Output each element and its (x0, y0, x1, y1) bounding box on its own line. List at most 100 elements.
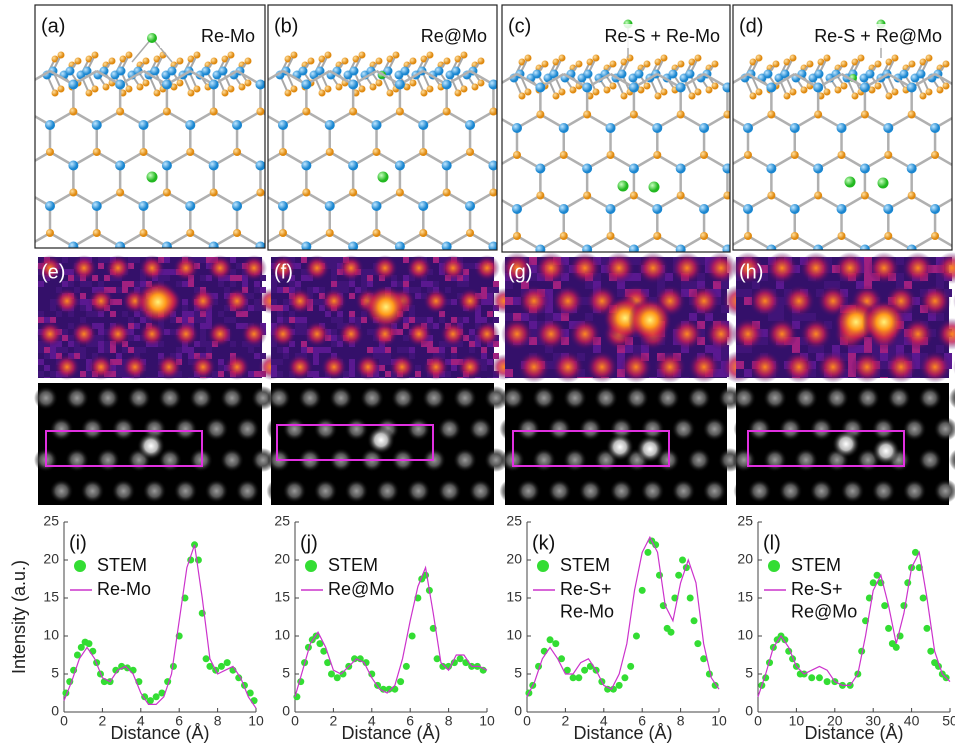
spot (54, 354, 80, 380)
noise-pixel (349, 371, 355, 377)
noise-pixel (218, 359, 224, 365)
noise-pixel (98, 263, 104, 269)
atom-s (884, 232, 892, 240)
spot (96, 448, 120, 472)
stem-point (89, 648, 96, 655)
spot (65, 448, 89, 472)
noise-pixel (463, 281, 469, 287)
bright-spot (862, 300, 906, 344)
atom-mo (209, 80, 219, 90)
atom-mo (22, 161, 32, 171)
spot (603, 252, 635, 284)
y-tick-label: 15 (274, 589, 290, 605)
noise-pixel (104, 347, 110, 353)
noise-pixel (122, 281, 128, 287)
atom-mo (45, 201, 55, 211)
noise-pixel (469, 335, 475, 341)
noise-pixel (427, 347, 433, 353)
spot (672, 417, 696, 441)
noise-pixel (218, 311, 224, 317)
spot (241, 255, 267, 281)
legend-marker (768, 560, 780, 572)
atom-s (756, 55, 763, 62)
noise-pixel (379, 347, 385, 353)
stem-image: (e) (37, 255, 284, 380)
noise-pixel (236, 323, 242, 329)
atom-s (163, 189, 171, 197)
atom-mo (301, 80, 311, 90)
simulated-image (501, 383, 758, 505)
noise-pixel (307, 347, 313, 353)
y-axis-label: Intensity (a.u.) (9, 560, 29, 674)
spot (532, 386, 556, 410)
stem-point (675, 572, 682, 579)
spot (834, 252, 866, 284)
spot (548, 417, 572, 441)
chart-label: (k) (532, 532, 555, 554)
noise-pixel (283, 353, 289, 359)
atom-s (790, 89, 797, 96)
atom-s (604, 87, 611, 94)
stem-point (927, 648, 934, 655)
y-tick-label: 15 (506, 589, 522, 605)
noise-pixel (200, 323, 206, 329)
stem-point (679, 557, 686, 564)
noise-pixel (230, 341, 236, 347)
atom-mo (535, 164, 545, 174)
x-tick-label: 2 (562, 713, 570, 729)
noise-pixel (98, 323, 104, 329)
atom-s (560, 232, 568, 240)
atom-s (875, 61, 882, 68)
spot (205, 479, 229, 503)
spot (338, 255, 364, 281)
noise-pixel (313, 359, 319, 365)
noise-pixel (505, 377, 513, 378)
spot (236, 417, 260, 441)
atom-s (186, 148, 194, 156)
atom-s (419, 148, 427, 156)
atom-s (689, 93, 696, 100)
noise-pixel (44, 377, 50, 378)
atom-mo (348, 80, 358, 90)
spot (548, 479, 572, 503)
atom-s (841, 61, 848, 68)
stem-point (587, 663, 594, 670)
atom-mo (629, 164, 639, 174)
atom-s (744, 151, 752, 159)
atom-s (593, 55, 600, 62)
y-tick-label: 25 (506, 513, 522, 529)
spot (501, 386, 525, 410)
atom-mo (0, 201, 8, 211)
atom-s (661, 89, 668, 96)
noise-pixel (463, 275, 469, 281)
noise-pixel (200, 335, 206, 341)
panel-title: Re-S + Re-Mo (604, 26, 720, 46)
spot (579, 479, 603, 503)
atom-mo (930, 123, 940, 133)
spot (625, 386, 649, 410)
x-axis-label: Distance (Å) (341, 723, 440, 743)
noise-pixel (188, 347, 194, 353)
atom-mo (635, 70, 644, 79)
atom-mo (535, 245, 545, 255)
noise-pixel (116, 365, 122, 371)
spot (779, 417, 803, 441)
atom-mo (722, 83, 732, 93)
noise-pixel (80, 299, 86, 305)
stem-point (668, 629, 675, 636)
y-tick-label: 15 (737, 589, 753, 605)
legend-label: STEM (560, 555, 610, 575)
noise-pixel (277, 347, 283, 353)
noise-pixel (236, 275, 242, 281)
atom-s (920, 93, 927, 100)
noise-pixel (415, 371, 421, 377)
atom-s (23, 189, 31, 197)
atom-mo (582, 164, 592, 174)
spot (112, 479, 136, 503)
noise-pixel (433, 347, 439, 353)
atom-s (93, 229, 101, 237)
atom-mo (162, 242, 172, 252)
atom-s (838, 232, 846, 240)
spot (422, 386, 446, 410)
spot (817, 351, 849, 383)
